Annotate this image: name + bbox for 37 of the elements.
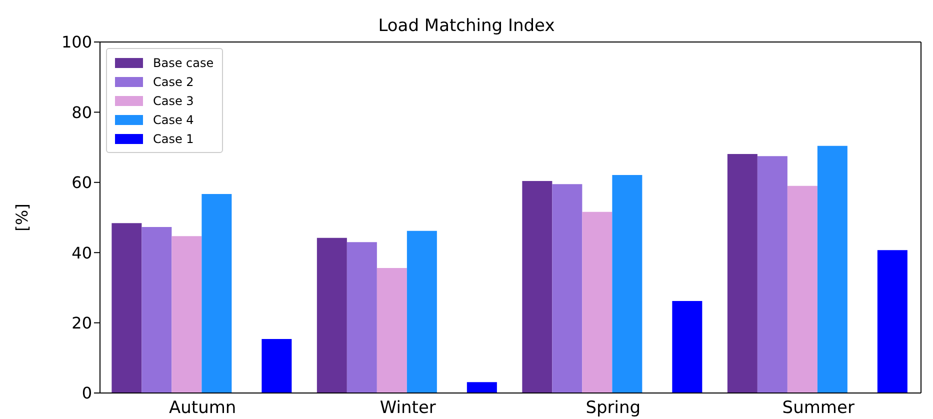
legend-label: Case 1 [153, 132, 194, 146]
bar [612, 175, 642, 393]
y-axis-title: [%] [12, 204, 32, 232]
legend-label: Case 4 [153, 112, 194, 126]
bar [582, 212, 612, 393]
bar [406, 230, 437, 393]
x-tick-label: Winter [380, 398, 436, 418]
bar [346, 242, 377, 393]
legend-label: Case 2 [153, 74, 194, 88]
bar [552, 184, 582, 393]
bar [877, 250, 908, 393]
legend-label: Case 3 [153, 94, 194, 108]
y-tick-label: 60 [72, 173, 92, 192]
bar [757, 156, 788, 393]
bar [262, 338, 292, 393]
bar [787, 186, 818, 393]
x-tick-label: Autumn [169, 398, 236, 418]
bar [202, 194, 232, 393]
bar [316, 238, 347, 393]
x-tick-label: Spring [586, 398, 641, 418]
bar [172, 236, 202, 393]
y-tick-label: 40 [72, 243, 92, 262]
legend-label: Base case [153, 56, 214, 70]
bar [672, 301, 702, 393]
bar [466, 382, 497, 393]
bar [817, 146, 848, 393]
bar [727, 154, 758, 393]
bar [142, 226, 172, 393]
bar [112, 223, 142, 393]
chart-title: Load Matching Index [378, 16, 555, 36]
y-tick-label: 20 [72, 313, 92, 332]
bar [522, 180, 552, 393]
y-tick-label: 0 [82, 384, 92, 403]
bar [376, 268, 407, 393]
x-tick-label: Summer [782, 398, 854, 418]
y-tick-label: 80 [72, 102, 92, 122]
y-tick-label: 100 [61, 32, 92, 52]
